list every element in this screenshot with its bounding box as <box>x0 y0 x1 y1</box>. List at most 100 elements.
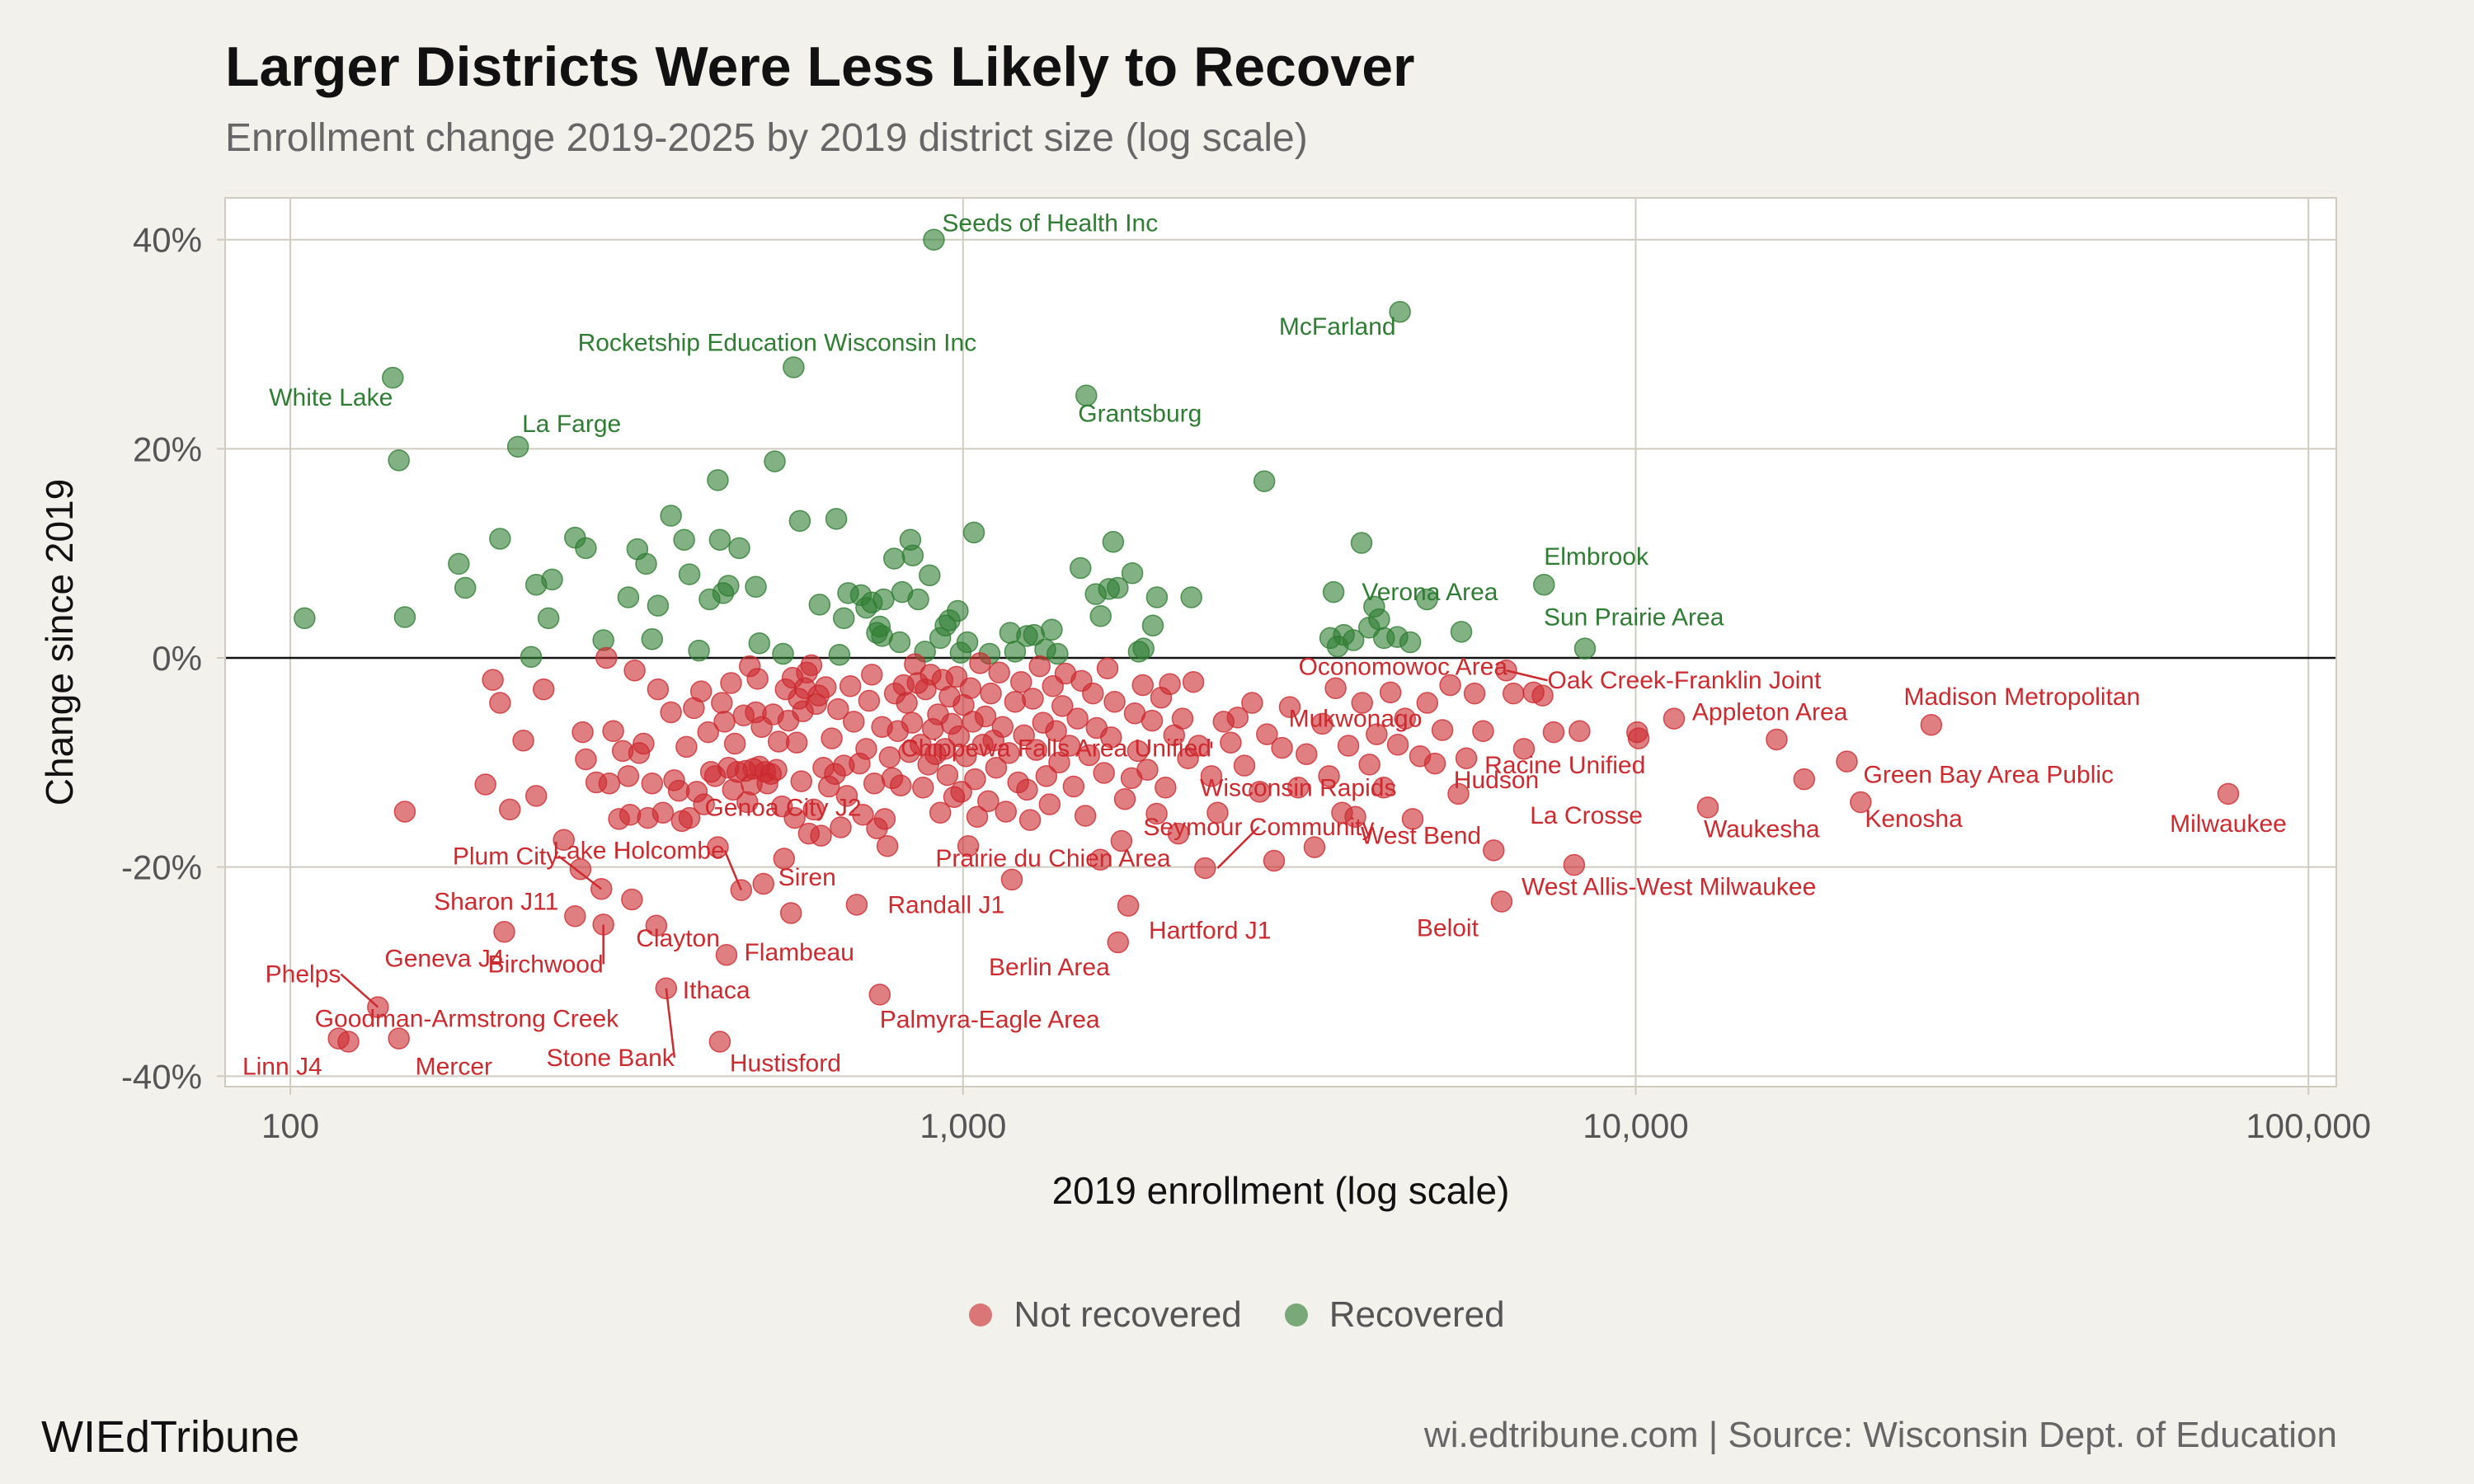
point-label: Green Bay Area Public <box>1864 762 2114 789</box>
point-not-recovered <box>1220 731 1242 754</box>
point-recovered <box>448 552 470 575</box>
point-labels: Seeds of Health Inc Rocketship Education … <box>242 210 2287 1081</box>
point-not-recovered <box>1155 777 1177 799</box>
point-not-recovered <box>553 829 575 851</box>
point-recovered <box>506 435 529 458</box>
point-recovered <box>673 528 695 551</box>
point-not-recovered <box>858 689 881 712</box>
point-recovered <box>783 356 805 378</box>
point-not-recovered <box>1351 692 1373 714</box>
point-not-recovered <box>830 816 852 838</box>
point-recovered <box>808 594 831 616</box>
point-recovered <box>537 607 560 630</box>
point-not-recovered <box>1000 868 1023 891</box>
point-not-recovered <box>835 785 858 807</box>
point-not-recovered <box>980 682 1002 705</box>
point-not-recovered <box>1531 684 1554 707</box>
point-recovered <box>592 629 614 651</box>
point-recovered <box>688 639 710 662</box>
point-recovered <box>617 586 640 608</box>
point-not-recovered <box>602 720 624 743</box>
point-recovered <box>772 642 794 665</box>
point-not-recovered <box>1171 707 1194 730</box>
point-not-recovered <box>991 716 1014 738</box>
point-not-recovered <box>1062 775 1085 798</box>
point-not-recovered <box>1696 796 1719 819</box>
point-label: Seymour Community <box>1143 814 1374 841</box>
point-not-recovered <box>964 768 986 791</box>
point-not-recovered <box>988 661 1010 684</box>
point-label: Hudson <box>1454 767 1539 794</box>
label-leader-line <box>1506 669 1548 682</box>
point-not-recovered <box>1423 752 1446 775</box>
point-label: Wisconsin Rapids <box>1200 774 1396 801</box>
point-not-recovered <box>595 646 618 669</box>
point-recovered <box>1102 530 1125 553</box>
point-not-recovered <box>1048 751 1070 774</box>
point-label: Stone Bank <box>547 1045 675 1072</box>
point-not-recovered <box>723 732 746 755</box>
point-recovered <box>1141 614 1164 636</box>
data-points <box>294 228 2240 1053</box>
point-not-recovered <box>977 790 999 813</box>
point-not-recovered <box>1159 673 1181 695</box>
point-not-recovered <box>711 692 733 714</box>
point-label: Sun Prairie Area <box>1544 604 1724 632</box>
point-not-recovered <box>810 824 832 847</box>
point-not-recovered <box>388 1027 410 1050</box>
y-tick-label: -40% <box>121 1057 202 1096</box>
chart-subtitle: Enrollment change 2019-2025 by 2019 dist… <box>225 116 1308 160</box>
point-not-recovered <box>1303 836 1326 858</box>
point-label: Seeds of Health Inc <box>942 210 1158 237</box>
point-recovered <box>717 575 740 597</box>
point-recovered <box>1342 629 1365 651</box>
point-not-recovered <box>966 805 989 829</box>
point-label: Goodman-Armstrong Creek <box>315 1006 619 1033</box>
point-not-recovered <box>617 765 640 787</box>
point-not-recovered <box>752 872 774 895</box>
point-recovered <box>788 510 811 533</box>
point-not-recovered <box>708 1031 731 1053</box>
point-not-recovered <box>1082 682 1104 705</box>
point-not-recovered <box>499 798 521 821</box>
point-recovered <box>1368 608 1390 631</box>
legend-item-recovered: Recovered <box>1284 1294 1505 1336</box>
point-not-recovered <box>1035 765 1058 787</box>
point-recovered <box>883 547 905 570</box>
point-not-recovered <box>765 758 788 781</box>
point-not-recovered <box>1263 849 1286 872</box>
point-not-recovered <box>675 735 698 758</box>
point-not-recovered <box>645 914 668 937</box>
point-not-recovered <box>532 678 555 701</box>
point-label: Kenosha <box>1865 805 1963 833</box>
point-not-recovered <box>1226 707 1249 729</box>
brand-logo-text: WIEdTribune <box>41 1412 300 1462</box>
point-label: Grantsburg <box>1078 401 1202 428</box>
point-label: Siren <box>778 864 836 891</box>
point-label: Oak Creek-Franklin Joint <box>1548 667 1822 694</box>
point-not-recovered <box>1103 691 1126 713</box>
point-not-recovered <box>1089 848 1112 871</box>
point-label: Mukwonago <box>1289 705 1423 732</box>
plot-panel <box>225 198 2336 1087</box>
point-not-recovered <box>815 676 837 698</box>
point-recovered <box>1145 586 1169 608</box>
point-not-recovered <box>1394 707 1417 730</box>
y-tick-label: 20% <box>133 430 202 468</box>
axes: 100 1,000 10,000 100,000 40% 20% 0% -20% -40% 201… <box>38 197 2371 1212</box>
legend-swatch-not-recovered <box>969 1303 993 1327</box>
point-not-recovered <box>1439 674 1461 697</box>
point-not-recovered <box>1344 805 1366 829</box>
point-not-recovered <box>474 773 496 796</box>
point-not-recovered <box>1627 727 1650 749</box>
point-recovered <box>1180 586 1202 608</box>
point-not-recovered <box>1025 739 1047 761</box>
point-not-recovered <box>713 711 736 733</box>
point-label: Oconomowoc Area <box>1299 653 1508 680</box>
point-recovered <box>647 594 670 617</box>
point-not-recovered <box>1278 696 1301 718</box>
point-label: Appleton Area <box>1692 699 1848 726</box>
point-label: Milwaukee <box>2170 810 2287 838</box>
point-not-recovered <box>955 744 977 768</box>
